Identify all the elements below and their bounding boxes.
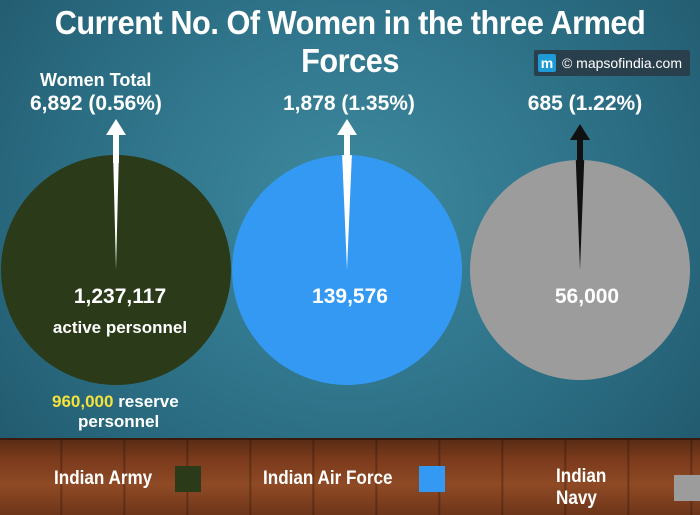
brand-watermark: m © mapsofindia.com (533, 50, 690, 76)
legend-navy-swatch (674, 475, 700, 501)
mapsofindia-logo-icon: m (537, 54, 556, 72)
army-women-label: 6,892 (0.56%) (30, 92, 162, 115)
army-total-label: 1,237,117 (73, 285, 167, 308)
navy-women-arrow-head (570, 124, 590, 140)
airforce-total-label: 139,576 (312, 285, 388, 308)
legend-airforce-label: Indian Air Force (263, 468, 393, 489)
navy-women-wedge (575, 160, 585, 270)
legend-army: Indian Army (54, 466, 202, 492)
airforce-women-wedge (342, 155, 352, 270)
airforce-women-arrow-head (337, 119, 357, 135)
army-women-wedge (113, 155, 119, 270)
wooden-floor (0, 440, 700, 515)
brand-text: © mapsofindia.com (561, 55, 682, 71)
navy-women-arrow-stem (577, 138, 583, 168)
army-reserve-text: reserve (118, 392, 179, 411)
legend-airforce: Indian Air Force (263, 466, 445, 492)
legend-army-swatch (175, 466, 202, 492)
army-reserve-value: 960,000 (52, 392, 114, 411)
chart-title: Current No. Of Women in the three Armed … (54, 4, 646, 79)
army-total-sublabel: active personnel (52, 318, 188, 337)
navy-total-label: 56,000 (554, 285, 620, 308)
airforce-women-label: 1,878 (1.35%) (283, 92, 415, 115)
army-reserve-line1: 960,000 reserve (52, 392, 179, 412)
army-women-arrow-stem (113, 133, 119, 163)
army-women-caption: Women Total (40, 70, 152, 90)
army-women-arrow-head (106, 119, 126, 135)
pie-charts (1, 119, 690, 385)
legend-army-label: Indian Army (54, 468, 153, 489)
airforce-women-arrow-stem (344, 133, 350, 163)
legend-airforce-swatch (418, 466, 445, 492)
legend-navy-label: Indian Navy (556, 466, 607, 509)
navy-women-label: 685 (1.22%) (527, 92, 643, 115)
legend-navy: Indian Navy (556, 466, 700, 510)
army-reserve-line2: personnel (78, 412, 160, 431)
